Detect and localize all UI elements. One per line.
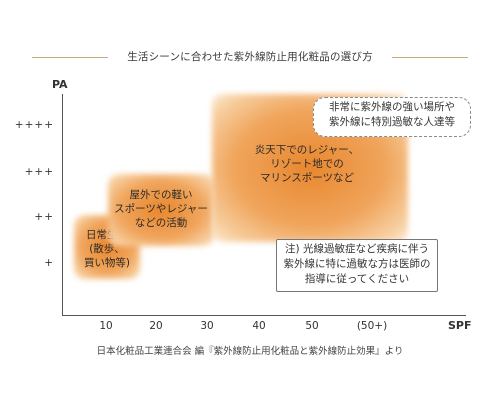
x-tick-50: 50	[305, 320, 319, 332]
scene-outdoor-label: 屋外での軽い スポーツやレジャー などの活動	[104, 188, 218, 230]
scene-outdoor-blob	[108, 174, 214, 246]
medical-note-line-3: 指導に従ってください	[304, 273, 410, 285]
scene-daily-line-3: 買い物等)	[83, 257, 131, 269]
extreme-uv-line-1: 非常に紫外線の強い場所や	[329, 101, 455, 113]
scene-resort-label: 炎天下でのレジャー、 リゾート地での マリンスポーツなど	[232, 143, 382, 185]
y-axis-line	[62, 94, 63, 315]
y-tick-pa4: ++++	[14, 119, 54, 131]
source-citation: 日本化粧品工業連合会 編『紫外線防止用化粧品と紫外線防止効果』より	[96, 346, 404, 357]
scene-daily-line-2: (散歩、	[89, 243, 125, 255]
x-tick-30: 30	[200, 320, 214, 332]
title-rule-right	[392, 57, 468, 58]
scene-resort-line-2: リゾート地での	[270, 158, 344, 170]
medical-note-line-1: 注) 光線過敏症など疾病に伴う	[285, 243, 429, 255]
scene-outdoor-line-3: などの活動	[134, 217, 188, 229]
x-tick-50plus: (50+)	[356, 320, 388, 332]
extreme-uv-callout: 非常に紫外線の強い場所や 紫外線に特別過敏な人達等	[313, 97, 471, 137]
x-axis-label: SPF	[448, 319, 472, 332]
scene-resort-line-3: マリンスポーツなど	[259, 172, 355, 184]
medical-note-line-2: 紫外線に特に過敏な方は医師の	[283, 258, 431, 270]
scene-resort-line-1: 炎天下でのレジャー、	[254, 144, 360, 156]
y-axis-label: PA	[52, 78, 68, 91]
x-tick-40: 40	[252, 320, 266, 332]
x-tick-10: 10	[99, 320, 113, 332]
y-tick-pa2: ++	[34, 211, 54, 223]
scene-outdoor-line-1: 屋外での軽い	[129, 189, 193, 201]
extreme-uv-line-2: 紫外線に特別過敏な人達等	[329, 116, 455, 128]
title-rule-left	[32, 57, 108, 58]
x-axis-line	[62, 315, 466, 316]
y-tick-pa1: +	[44, 257, 54, 269]
scene-outdoor-line-2: スポーツやレジャー	[114, 203, 208, 215]
x-tick-20: 20	[149, 320, 163, 332]
chart-title: 生活シーンに合わせた紫外線防止用化粧品の選び方	[127, 51, 373, 63]
medical-note-box: 注) 光線過敏症など疾病に伴う 紫外線に特に過敏な方は医師の 指導に従ってくださ…	[276, 239, 438, 292]
y-tick-pa3: +++	[24, 166, 54, 178]
chart-title-row: 生活シーンに合わせた紫外線防止用化粧品の選び方	[0, 47, 500, 67]
